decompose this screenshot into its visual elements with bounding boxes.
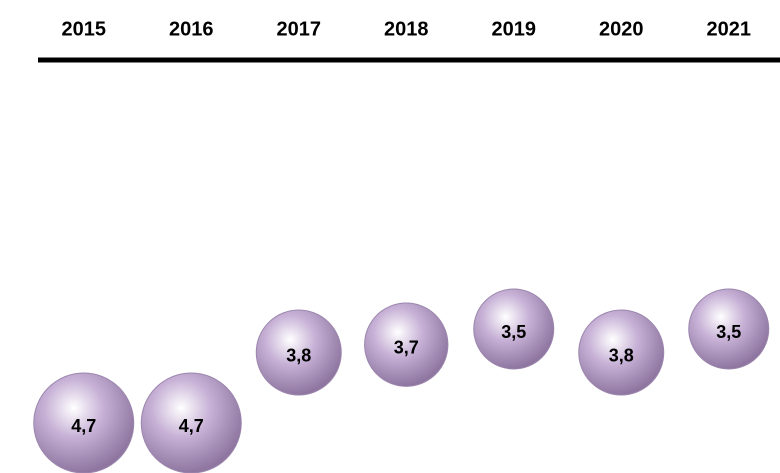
value-label: 3,8 (609, 345, 634, 365)
year-label: 2021 (707, 18, 752, 40)
bubble (473, 288, 555, 370)
year-label: 2017 (277, 18, 322, 40)
bubble (140, 372, 242, 473)
value-label: 3,8 (286, 345, 311, 365)
value-label: 4,7 (71, 416, 96, 436)
value-label: 3,5 (716, 322, 741, 342)
value-label: 3,5 (501, 322, 526, 342)
year-label: 2019 (492, 18, 537, 40)
bubble (33, 372, 135, 473)
bubble (255, 309, 342, 396)
year-label: 2018 (384, 18, 429, 40)
year-label: 2015 (62, 18, 107, 40)
year-label: 2020 (599, 18, 644, 40)
bubble (578, 309, 665, 396)
bubble (364, 302, 449, 387)
value-label: 3,7 (394, 337, 419, 357)
year-label: 2016 (169, 18, 214, 40)
bubble (688, 288, 770, 370)
value-label: 4,7 (179, 416, 204, 436)
